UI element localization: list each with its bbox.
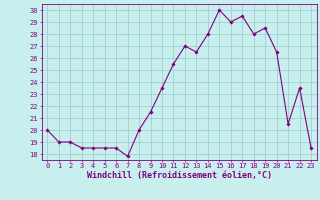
- X-axis label: Windchill (Refroidissement éolien,°C): Windchill (Refroidissement éolien,°C): [87, 171, 272, 180]
